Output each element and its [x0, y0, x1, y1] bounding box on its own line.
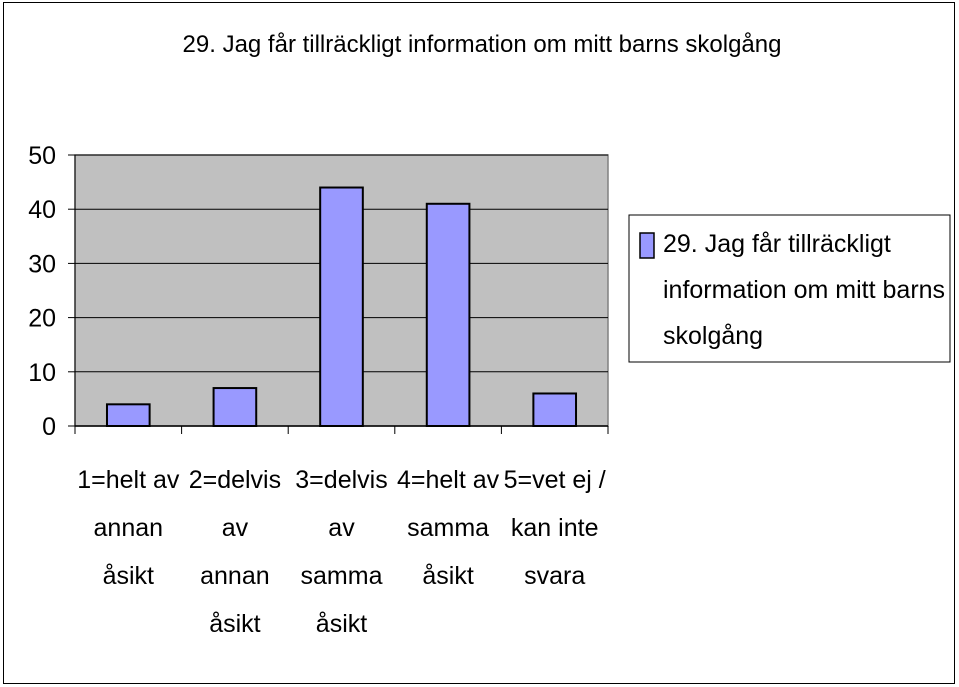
- x-category-label: åsikt: [103, 562, 154, 590]
- legend-line-3: skolgång: [663, 322, 763, 350]
- x-category-label: annan: [94, 514, 164, 542]
- legend-line-2: information om mitt barns: [663, 276, 945, 304]
- legend-line-1: 29. Jag får tillräckligt: [663, 230, 891, 258]
- bar: [425, 202, 471, 427]
- x-category-label: åsikt: [422, 562, 473, 590]
- legend: 29. Jag får tillräckligt information om …: [628, 214, 951, 363]
- x-category-label: samma: [407, 514, 489, 542]
- x-axis: 1=helt av annan åsikt 2=delvis av annan åsikt 3…: [74, 425, 609, 638]
- legend-box: [628, 214, 951, 363]
- y-tick-label: 10: [28, 359, 56, 387]
- x-category-label: samma: [301, 562, 383, 590]
- x-category-label: åsikt: [209, 610, 260, 638]
- x-category-label: av: [222, 514, 249, 542]
- y-tick-label: 20: [28, 305, 56, 333]
- x-category-label: 5=vet ej /: [504, 466, 606, 494]
- y-tick-label: 30: [28, 250, 56, 278]
- legend-swatch: [639, 232, 655, 259]
- x-category-label: av: [328, 514, 355, 542]
- chart-title: 29. Jag får tillräckligt information om …: [183, 31, 782, 58]
- y-tick-label: 0: [42, 413, 56, 441]
- x-category-label: 4=helt av: [397, 466, 500, 494]
- x-category-label: kan inte: [511, 514, 599, 542]
- y-tick-label: 50: [28, 142, 56, 170]
- x-category-label: 2=delvis: [189, 466, 281, 494]
- bar: [105, 403, 151, 428]
- x-category-label: åsikt: [316, 610, 367, 638]
- bar: [532, 392, 578, 428]
- bar: [212, 387, 258, 427]
- bar: [319, 186, 364, 427]
- x-category-label: annan: [200, 562, 270, 590]
- x-category-label: 3=delvis: [295, 466, 387, 494]
- y-axis: 0 10 20 30 40 50: [28, 142, 76, 441]
- x-category-label: 1=helt av: [77, 466, 180, 494]
- y-tick-label: 40: [28, 196, 56, 224]
- bars: [105, 186, 578, 428]
- x-category-label: svara: [524, 562, 585, 590]
